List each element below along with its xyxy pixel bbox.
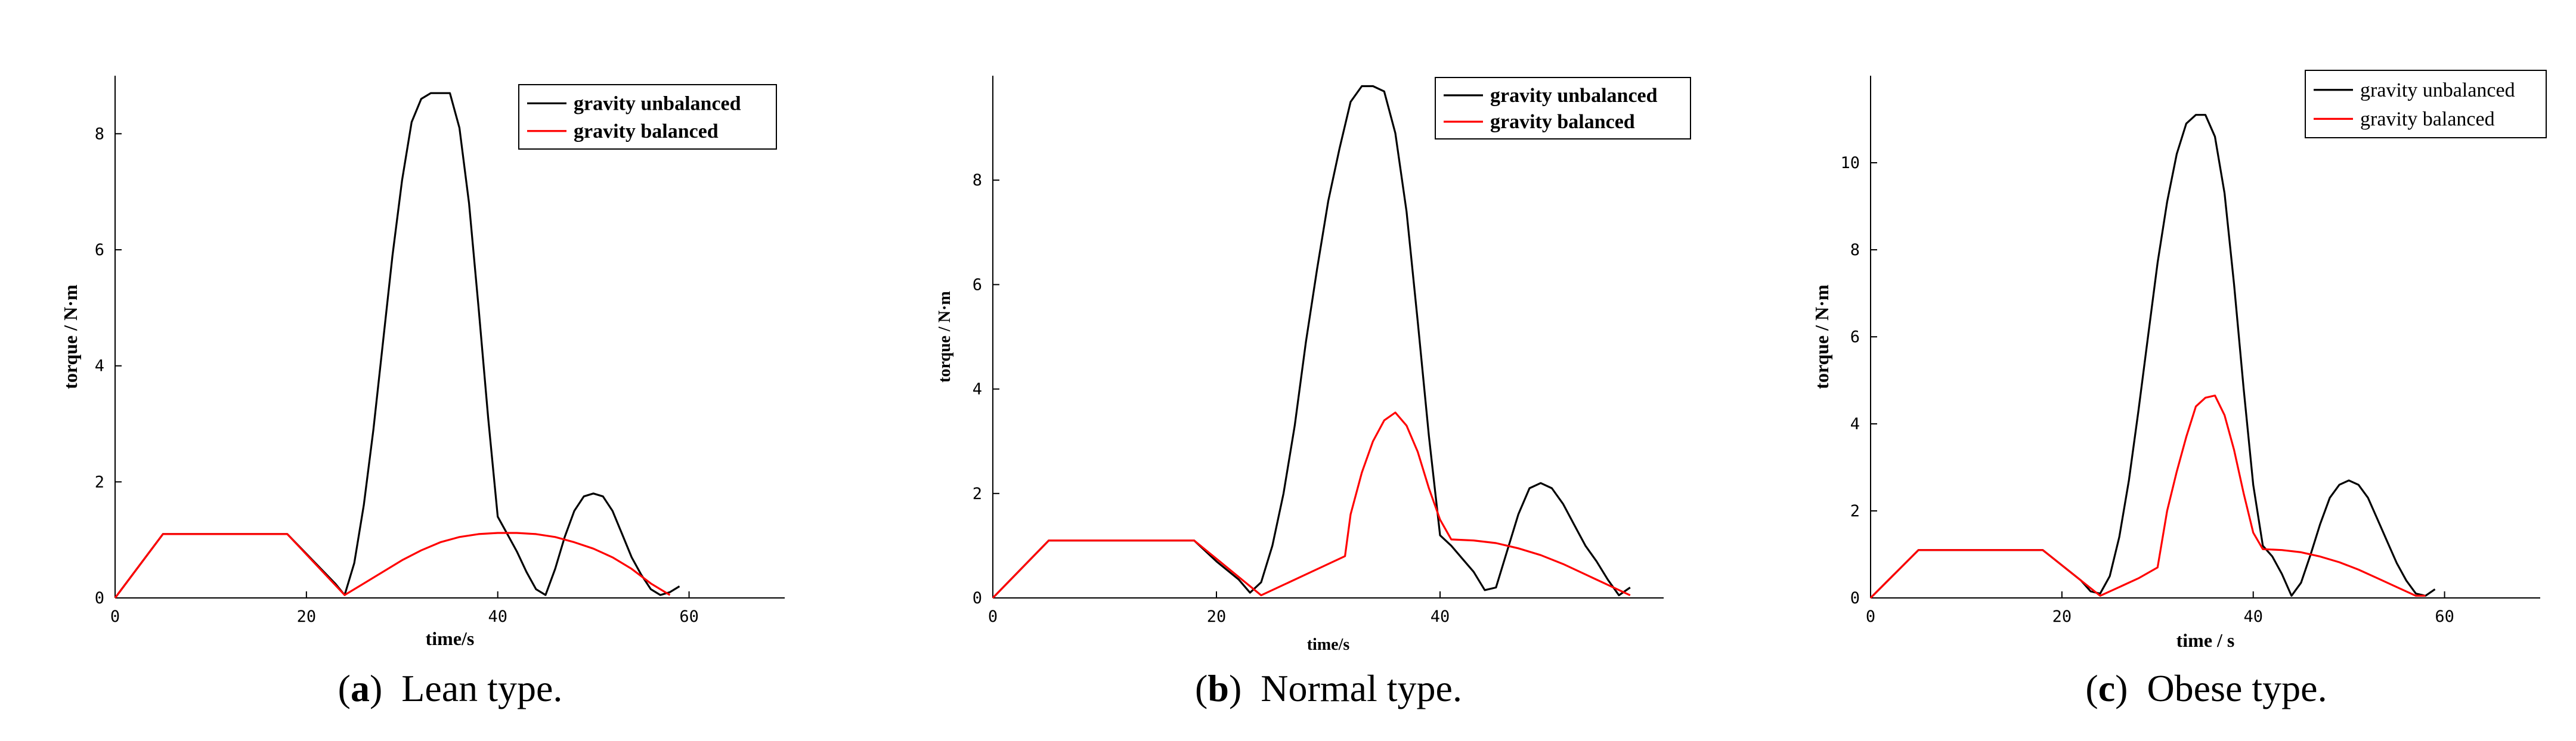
y-tick-label: 0 [1850,589,1860,607]
legend: gravity unbalanced gravity balanced [1435,77,1691,139]
chart-1: 0 20 40 60 0 2 4 6 8 time/s torque / N·m gravity un… [60,76,785,709]
series-gravity-unbalanced [1869,114,2436,599]
y-axis-label: torque / N·m [936,291,954,382]
y-tick-label: 8 [95,125,104,143]
legend-label: gravity unbalanced [2360,79,2515,101]
y-tick-label: 8 [1850,241,1860,259]
y-tick-label: 2 [95,473,104,491]
y-tick-label: 2 [973,485,982,503]
series-gravity-unbalanced [114,92,680,599]
legend-box [518,84,777,150]
legend: gravity unbalanced gravity balanced [518,84,777,150]
legend-box [1435,77,1691,139]
x-tick-label: 20 [2052,607,2072,626]
y-tick-label: 10 [1840,154,1860,172]
caption: (c) Obese type. [2085,667,2327,709]
legend-label: gravity unbalanced [1490,85,1658,107]
series-gravity-unbalanced [992,85,1631,599]
y-axis-label: torque / N·m [60,284,81,389]
caption: (b) Normal type. [1195,667,1462,709]
x-tick-label: 0 [988,607,998,626]
y-axis-label: torque / N·m [1811,284,1832,389]
x-tick-label: 40 [488,607,507,626]
legend-label: gravity balanced [574,120,719,142]
y-tick-label: 4 [95,357,104,376]
y-tick-label: 6 [1850,328,1860,346]
y-tick-label: 4 [973,380,982,399]
legend-label: gravity unbalanced [574,92,741,114]
x-tick-label: 20 [297,607,317,626]
series-gravity-balanced [114,532,671,599]
x-tick-label: 60 [679,607,699,626]
x-tick-label: 60 [2435,607,2454,626]
legend: gravity unbalanced gravity balanced [2305,70,2547,138]
x-axis-label: time / s [2176,630,2235,651]
y-tick-label: 8 [973,171,982,190]
x-tick-label: 40 [1431,607,1450,626]
y-tick-label: 0 [95,589,104,607]
y-tick-label: 0 [973,589,982,607]
x-axis-label: time/s [426,628,475,649]
y-tick-label: 2 [1850,502,1860,520]
chart-3: 0 20 40 60 0 2 4 6 8 10 time / s torque / N·m gravit… [1811,70,2547,709]
legend-label: gravity balanced [1490,111,1635,133]
chart-2: 0 20 40 0 2 4 6 8 time/s torque / N·m gravity unba… [936,76,1691,709]
y-tick-label: 6 [973,275,982,294]
y-tick-label: 6 [95,241,104,259]
x-axis-label: time/s [1307,635,1350,654]
caption: (a) Lean type. [338,667,563,709]
x-tick-label: 0 [1866,607,1875,626]
x-tick-label: 20 [1207,607,1227,626]
x-tick-label: 40 [2243,607,2263,626]
series-gravity-balanced [1869,394,2426,599]
y-tick-label: 4 [1850,415,1860,433]
legend-box [2305,70,2547,138]
x-tick-label: 0 [110,607,120,626]
legend-label: gravity balanced [2360,108,2495,130]
series-gravity-balanced [992,411,1631,599]
